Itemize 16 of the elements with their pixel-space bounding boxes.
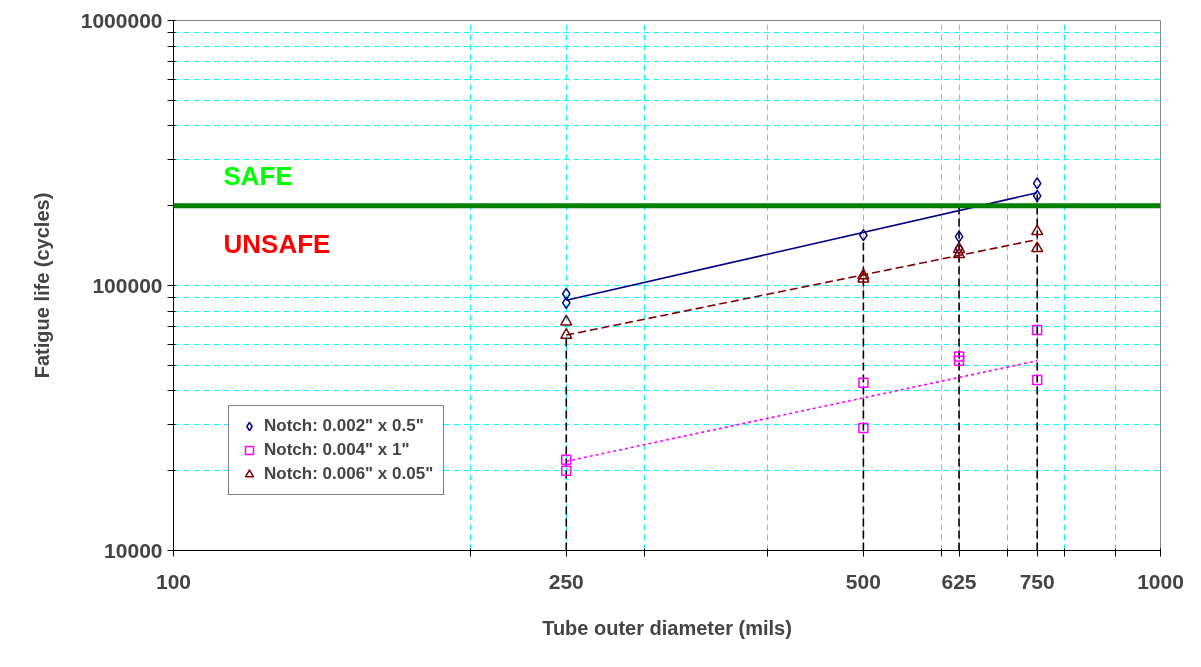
x-tick-label: 1000 bbox=[1137, 569, 1184, 593]
y-tick-label: 10000 bbox=[104, 538, 163, 562]
x-tick-label: 500 bbox=[845, 569, 881, 593]
legend-label: Notch: 0.004" x 1" bbox=[264, 440, 410, 460]
y-tick-label: 1000000 bbox=[80, 8, 163, 32]
annotation: SAFE bbox=[223, 160, 293, 191]
x-axis-title: Tube outer diameter (mils) bbox=[542, 616, 792, 639]
x-tick-label: 250 bbox=[548, 569, 584, 593]
y-tick-label: 100000 bbox=[92, 273, 163, 297]
x-tick-label: 100 bbox=[155, 569, 192, 593]
x-tick-label: 625 bbox=[941, 569, 977, 593]
legend-label: Notch: 0.006" x 0.05" bbox=[264, 464, 434, 484]
y-axis-title: Fatigue life (cycles) bbox=[30, 192, 53, 379]
legend-label: Notch: 0.002" x 0.5" bbox=[264, 416, 424, 436]
x-tick-label: 750 bbox=[1019, 569, 1055, 593]
annotation: UNSAFE bbox=[223, 228, 331, 259]
